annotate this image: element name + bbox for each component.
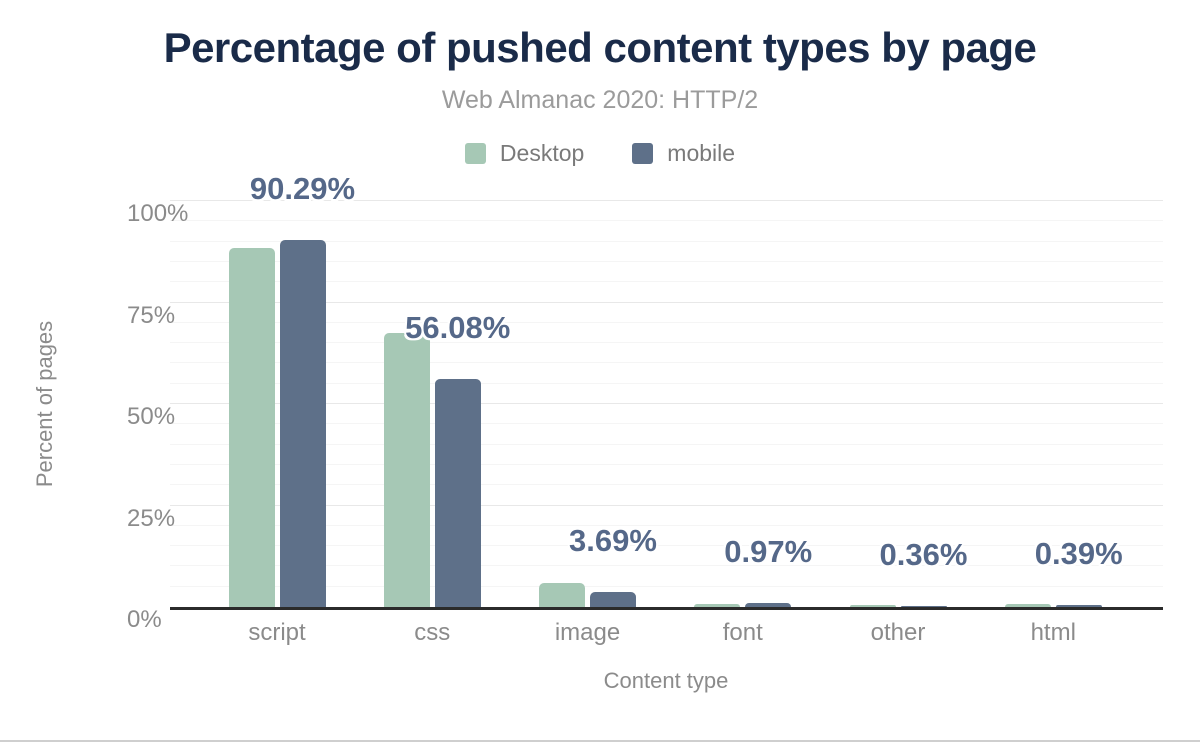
legend-label-mobile: mobile [667,140,736,166]
y-tick-50: 50% [127,403,176,430]
bar-desktop-image [539,583,585,607]
bar-desktop-css [383,333,430,607]
bar-mobile-html [1055,605,1102,607]
y-tick-25: 25% [127,504,176,532]
chart-subtitle: Web Almanac 2020: HTTP/2 [441,86,759,114]
category-label-html: html [1030,619,1076,646]
category-label-script: script [248,619,306,646]
gridline-15 [170,545,1163,547]
gridline-45 [170,423,1163,425]
y-tick-100: 100% [127,200,189,227]
desktop-swatch-icon [464,143,486,164]
category-label-other: other [870,619,926,646]
value-label-script: 90.29% [249,171,356,207]
gridline-80 [170,281,1163,283]
legend-label-desktop: Desktop [499,140,585,166]
bar-desktop-other [849,604,896,607]
gridline-25 [170,504,1163,506]
gridline-10 [170,565,1163,567]
bar-desktop-font [694,603,741,607]
gridline-85 [170,260,1163,262]
bar-mobile-other [900,605,947,607]
value-label-font: 0.97% [724,534,813,570]
value-label-css: 56.08% [405,310,511,346]
category-label-image: image [554,619,621,646]
bar-mobile-font [745,603,792,607]
category-label-font: font [722,619,763,646]
gridline-100 [170,200,1163,201]
gridline-5 [170,585,1163,587]
gridline-75 [170,301,1163,303]
gridline-20 [170,524,1163,526]
gridline-35 [170,463,1163,465]
gridline-40 [170,443,1163,445]
bar-desktop-script [228,248,275,607]
chart-title: Percentage of pushed content types by pa… [163,24,1037,71]
value-label-other: 0.36% [879,536,968,572]
bar-mobile-image [590,592,636,607]
value-label-html: 0.39% [1034,536,1123,572]
gridline-65 [170,342,1163,344]
gridline-70 [170,321,1163,323]
bar-mobile-css [434,379,481,607]
y-tick-0: 0% [127,606,162,633]
gridline-55 [170,382,1163,384]
mobile-swatch-icon [632,143,654,164]
y-axis-title: Percent of pages [32,320,57,488]
legend-item-desktop: Desktop [464,140,585,167]
category-label-css: css [414,619,451,646]
x-axis-line [170,607,1163,610]
bar-desktop-html [1004,604,1051,607]
plot-area: 90.29% script 56.08% css 3.69% image 0.97% font… [170,171,1163,646]
y-tick-75: 75% [127,301,176,329]
gridline-95 [170,220,1163,222]
legend: Desktop mobile [0,140,1200,167]
gridline-90 [170,240,1163,242]
legend-item-mobile: mobile [632,140,735,167]
gridline-60 [170,362,1163,364]
x-axis-title: Content type [603,668,729,693]
value-label-image: 3.69% [569,523,657,559]
bar-mobile-script [279,240,326,607]
gridline-50 [170,403,1163,404]
gridline-30 [170,484,1163,486]
